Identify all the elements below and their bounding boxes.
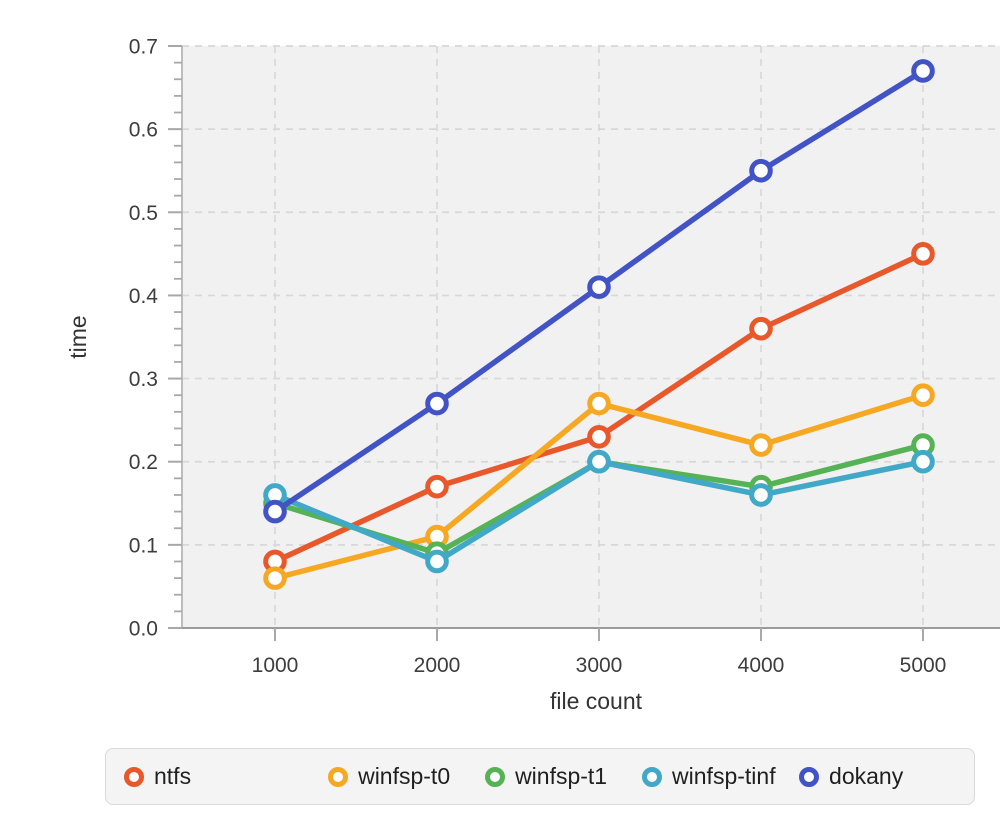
data-point-marker [911, 59, 935, 83]
data-point-marker [425, 474, 449, 499]
legend-marker-icon [799, 766, 820, 787]
data-point-marker [587, 391, 611, 416]
data-point-marker [749, 316, 773, 341]
y-tick-label: 0.4 [129, 285, 159, 308]
axes: 0.0 0.1 0.2 0.3 0.4 0.5 0.6 0.7 1000 2000 3000 4000… [129, 36, 1000, 677]
data-point-marker [425, 549, 449, 574]
legend-label: dokany [829, 763, 904, 789]
plot-canvas: 0.0 0.1 0.2 0.3 0.4 0.5 0.6 0.7 1000 2000 3000 4000… [129, 36, 1000, 677]
plot-background [182, 46, 1000, 628]
legend-marker-icon [124, 766, 144, 787]
data-point-marker [587, 449, 611, 474]
data-point-marker [587, 424, 611, 449]
data-point-marker [425, 391, 449, 416]
series-dokany [263, 59, 935, 524]
x-tick-label: 5000 [900, 654, 947, 677]
y-tick-label: 0.1 [129, 534, 158, 557]
x-tick-label: 4000 [738, 654, 785, 677]
line-chart-figure: 0.0 0.1 0.2 0.3 0.4 0.5 0.6 0.7 1000 2000 3000 4000… [40, 16, 1000, 816]
data-point-marker [749, 158, 773, 183]
data-point-marker [911, 242, 935, 266]
y-axis-title: time [65, 315, 91, 359]
series-winfsp-tinf [263, 449, 935, 574]
x-tick-label: 3000 [576, 654, 623, 677]
legend-marker-icon [485, 766, 506, 787]
gridlines [182, 45, 1000, 628]
y-tick-label: 0.7 [129, 36, 158, 59]
legend-label: winfsp-t0 [358, 763, 451, 789]
legend-item-ntfs: ntfs [124, 763, 328, 790]
y-tick-label: 0.6 [129, 119, 158, 142]
y-tick-label: 0.0 [129, 618, 158, 641]
y-tick-label: 0.3 [129, 368, 158, 391]
x-tick-label: 2000 [414, 654, 461, 677]
legend-label: ntfs [154, 763, 192, 789]
legend-label: winfsp-tinf [672, 763, 776, 789]
legend-marker-icon [328, 766, 349, 787]
y-tick-label: 0.5 [129, 202, 158, 225]
y-tick-label: 0.2 [129, 451, 158, 474]
series-ntfs [263, 242, 935, 574]
data-point-marker [749, 483, 773, 507]
data-point-marker [263, 499, 287, 524]
legend-label: winfsp-t1 [515, 763, 608, 789]
data-point-marker [911, 449, 935, 474]
legend: ntfs winfsp-t0 winfsp-t1 winfsp-tinf dokany [105, 748, 975, 805]
x-axis-title: file count [549, 688, 643, 714]
legend-item-winfsp-tinf: winfsp-tinf [642, 763, 799, 790]
data-point-marker [587, 275, 611, 299]
data-point-marker [911, 383, 935, 408]
legend-item-dokany: dokany [799, 763, 956, 790]
legend-marker-icon [642, 766, 663, 787]
series-winfsp-t0 [263, 383, 935, 590]
data-point-marker [749, 433, 773, 457]
legend-item-winfsp-t0: winfsp-t0 [328, 763, 485, 790]
x-tick-label: 1000 [252, 654, 299, 677]
data-point-marker [263, 566, 287, 590]
legend-item-winfsp-t1: winfsp-t1 [485, 763, 642, 790]
